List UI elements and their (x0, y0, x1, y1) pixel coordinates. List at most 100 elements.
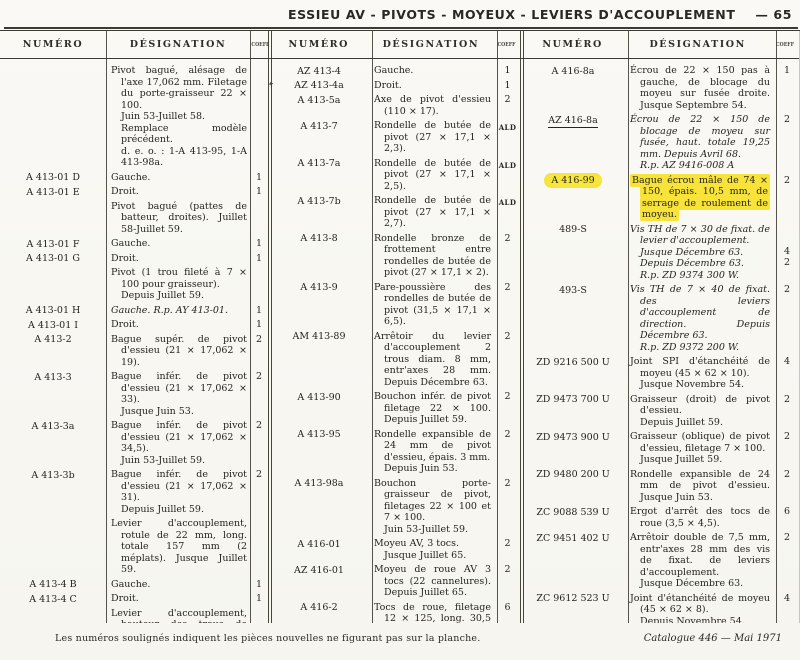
part-coeff-cell: 1 (250, 319, 268, 331)
coeff-value: 2 (783, 257, 791, 268)
table-group-left: NUMÉRO DÉSIGNATION COEFF Pivot bagué, al… (0, 31, 268, 623)
part-coeff-cell: 6 (773, 506, 799, 529)
part-number-cell: AZ 413-4 (269, 65, 369, 77)
table-row: A 413-8 Rondelle bronze de frottement ent… (269, 233, 520, 279)
coeff-value: ALD (498, 160, 517, 170)
part-number-cell (0, 267, 106, 302)
designation-text: Graisseur (droit) de pivot d'essieu. (630, 393, 770, 417)
table-row: 489-S Vis TH de 7 × 30 de fixat. de levie… (521, 224, 799, 282)
part-number: A 413-3 (34, 371, 72, 383)
header-designation: DÉSIGNATION (382, 39, 480, 50)
part-number-cell: A 413-95 (269, 429, 369, 475)
coeff-value: 2 (504, 428, 511, 440)
part-coeff-cell: 2 (494, 429, 520, 475)
part-number: A 413-4 C (29, 593, 77, 605)
designation-line: Jusque Décembre 63. (630, 247, 770, 259)
rows-container: A 416-8a Écrou de 22 × 150 pas à gauche, … (521, 59, 799, 623)
part-number: A 413-95 (297, 429, 341, 440)
table-row: Pivot (1 trou fileté à 7 × 100 pour grai… (0, 267, 268, 302)
group-header: NUMÉRO DÉSIGNATION COEFF (0, 31, 268, 59)
table-row: A 413-98a Bouchon porte-graisseur de pivo… (269, 478, 520, 536)
part-designation: Moyeu AV, 3 tocs. Jusque Juillet 65. (369, 538, 494, 561)
designation-line: Depuis Décembre 63. (630, 258, 770, 270)
table-row: A 413-5a Axe de pivot d'essieu (110 × 17)… (269, 94, 520, 117)
designation-text: Depuis Juillet 59. (640, 416, 723, 428)
part-number: A 413-90 (297, 391, 341, 403)
column-divider (497, 31, 498, 623)
header-numero: NUMÉRO (22, 39, 84, 50)
designation-line: Rondelle bronze de frottement entre rond… (374, 233, 491, 279)
designation-line: Jusque Juin 53. (111, 406, 247, 418)
designation-line: Droit. (374, 80, 491, 92)
part-designation: Rondelle de butée de pivot (27 × 17,1 × … (369, 120, 494, 155)
designation-line: Rondelle expansible de 24 mm de pivot d'… (630, 469, 770, 504)
part-designation: Moyeu de roue AV 3 tocs (22 cannelures).… (369, 564, 494, 599)
designation-line: Arrêtoir du levier d'accouplement 2 trou… (374, 331, 491, 389)
part-number-cell: A 413-01 D (0, 172, 106, 183)
part-number-cell (0, 201, 106, 236)
part-coeff-cell: 2 (494, 331, 520, 389)
part-number: A 413-01 F (26, 238, 80, 250)
part-number-cell: A 416-8a (521, 65, 625, 111)
coeff-value: 2 (504, 477, 511, 489)
header-numero: NUMÉRO (288, 39, 350, 50)
part-number: ZC 9088 539 U (536, 506, 610, 518)
part-designation: Arrêtoir du levier d'accouplement 2 trou… (369, 331, 494, 389)
part-coeff-cell: 2 (250, 420, 268, 466)
part-number-cell: 489-S (521, 224, 625, 282)
coeff-value: 1 (255, 593, 263, 604)
header-coeff: COEFF (776, 41, 795, 48)
coeff-value: 4 (783, 356, 791, 367)
designation-text: Bague infér. de pivot d'essieu (21 × 17,… (111, 469, 247, 503)
coeff-value: 2 (504, 391, 511, 402)
designation-line: Bague écrou mâle de 74 × 150, épais. 10,… (630, 173, 770, 221)
part-number: ZD 9473 900 U (536, 431, 610, 443)
designation-line: Pare-poussière des rondelles de butée de… (374, 282, 491, 328)
designation-line: Juin 53-Juillet 58. (111, 111, 247, 123)
table-row: A 413-4 C Droit. 1 (0, 593, 268, 605)
coeff-value: 2 (255, 469, 263, 480)
part-number: 489-S (559, 224, 587, 235)
part-designation: Pare-poussière des rondelles de butée de… (369, 282, 494, 328)
designation-line: Juin 53-Juillet 59. (111, 455, 247, 467)
parts-table: NUMÉRO DÉSIGNATION COEFF Pivot bagué, al… (0, 27, 800, 624)
part-number-cell: 493-S (521, 284, 625, 353)
designation-text: Depuis Novembre 54. (640, 615, 745, 624)
designation-line: Rondelle expansible de 24 mm de pivot d'… (374, 429, 491, 464)
part-designation: Graisseur (droit) de pivot d'essieu. Depu… (625, 394, 773, 429)
designation-text: Graisseur (oblique) de pivot d'essieu, f… (630, 431, 770, 454)
designation-line: Levier d'accouplement, hauteur des trous… (111, 608, 247, 624)
designation-text: Droit. (111, 593, 139, 604)
designation-text: Remplace modèle précédent. (121, 122, 247, 146)
part-number-cell: ZC 9088 539 U (521, 506, 625, 529)
designation-line: Droit. (111, 319, 247, 331)
part-number-cell: AZ 416-8a (521, 114, 625, 172)
designation-line: Bague supér. de pivot d'essieu (21 × 17,… (111, 334, 247, 369)
part-number: AZ 413-4 (297, 65, 341, 77)
designation-line: Bague infér. de pivot d'essieu (21 × 17,… (111, 420, 247, 455)
designation-text: Bague infér. de pivot d'essieu (21 × 17,… (111, 371, 247, 405)
part-designation: Arrêtoir double de 7,5 mm, entr'axes 28 … (625, 532, 773, 590)
part-number: A 413-3a (31, 420, 75, 432)
part-coeff-cell: 2 (250, 469, 268, 515)
designation-line: Gauche. (111, 172, 247, 184)
designation-text: Rondelle bronze de frottement entre rond… (374, 232, 491, 279)
part-coeff-cell: 6 (494, 602, 520, 624)
catalog-reference: Catalogue 446 — Mai 1971 (643, 633, 782, 644)
part-number-cell: A 413-4 B (0, 579, 106, 590)
designation-line: Rondelle de butée de pivot (27 × 17,1 × … (374, 195, 491, 230)
designation-text: R.p. AZ 9416-008 A (640, 160, 735, 171)
table-row: A 416-01 Moyeu AV, 3 tocs. Jusque Juillet … (269, 538, 520, 561)
designation-line: Écrou de 22 × 150 pas à gauche, de bloca… (630, 65, 770, 111)
table-row: AZ 416-8a Écrou de 22 × 150 de blocage de… (521, 114, 799, 172)
part-coeff-cell: 2 (494, 564, 520, 599)
coeff-value: 2 (783, 174, 791, 186)
part-coeff-cell: 1 (250, 253, 268, 265)
coeff-value: 1 (783, 65, 791, 76)
part-designation: Droit. (106, 593, 250, 605)
designation-text: Depuis Juin 53. (384, 463, 458, 474)
designation-line: Pivot bagué (pattes de batteur, droites)… (111, 201, 247, 236)
coeff-value: 2 (504, 94, 511, 105)
designation-text: Jusque Décembre 63. (640, 578, 744, 589)
table-group-right: NUMÉRO DÉSIGNATION COEFF A 416-8a Écrou d… (520, 31, 800, 623)
